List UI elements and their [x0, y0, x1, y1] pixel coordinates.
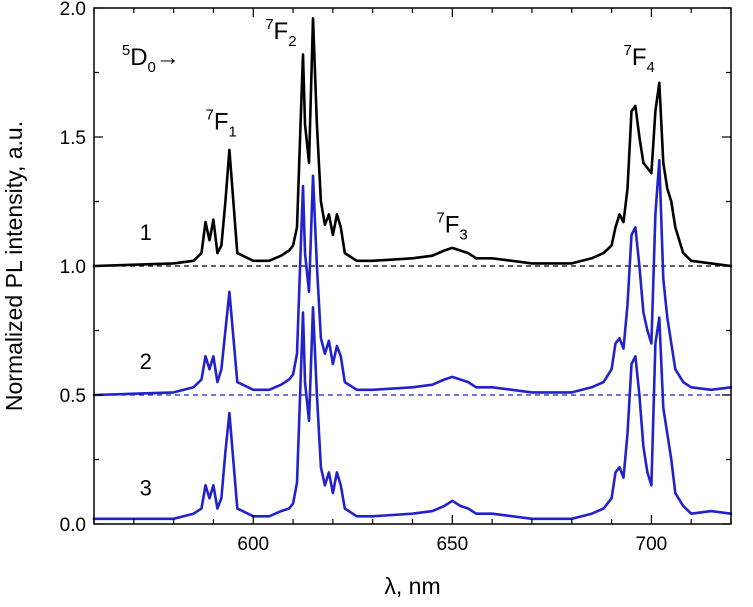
x-tick-label: 650: [436, 534, 468, 555]
annotation-f1: 7F1: [205, 106, 236, 140]
baselines: [94, 265, 731, 396]
x-tick-label: 600: [237, 534, 269, 555]
y-tick-label: 2.0: [60, 0, 86, 20]
curve-label-2: 2: [140, 349, 152, 374]
series-line-1: [92, 16, 733, 268]
curve-label-1: 1: [140, 220, 152, 245]
curve-label-3: 3: [140, 476, 152, 501]
series-line-2: [92, 158, 733, 397]
x-tick-label: 700: [636, 534, 668, 555]
series-lines: [92, 16, 733, 521]
y-tick-label: 1.5: [60, 128, 86, 149]
x-axis-label: λ, nm: [384, 573, 440, 599]
annotation-f2: 7F2: [265, 16, 296, 50]
annotation-d0: 5D0→: [122, 42, 180, 76]
y-tick-label: 0.0: [60, 515, 86, 536]
y-tick-label: 1.0: [60, 257, 86, 278]
tick-labels: 600 650 700 0.0 0.5 1.0 1.5 2.0: [60, 0, 668, 555]
y-axis-label: Normalized PL intensity, a.u.: [1, 121, 27, 411]
transition-annotations: 5D0→ 7F1 7F2 7F3 7F4: [122, 16, 655, 244]
annotation-f4: 7F4: [624, 42, 655, 76]
y-tick-label: 0.5: [60, 386, 86, 407]
annotation-f3: 7F3: [436, 209, 467, 243]
axis-ticks: [93, 7, 732, 525]
curve-labels: 1 2 3: [140, 220, 152, 500]
series-line-3: [92, 305, 733, 521]
